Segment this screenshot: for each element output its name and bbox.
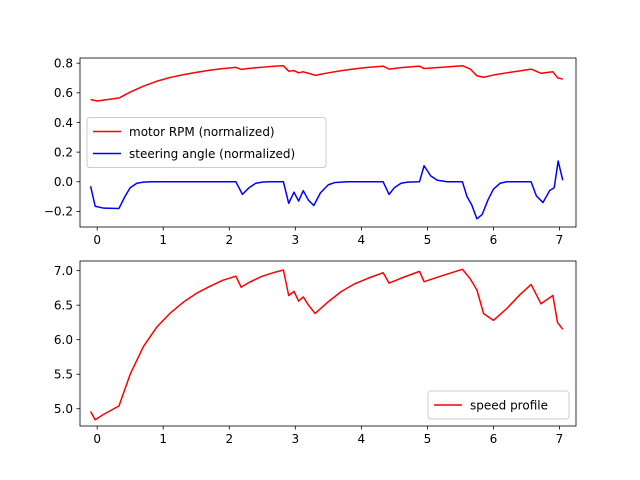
- x-tick-label-0-1: 1: [159, 233, 167, 247]
- x-tick-label-1-0: 0: [93, 432, 101, 446]
- x-tick-label-0-5: 5: [424, 233, 432, 247]
- y-tick-label-0-3: 0.4: [54, 116, 73, 130]
- y-tick-label-0-4: 0.6: [54, 86, 73, 100]
- series-line-0-0: [90, 64, 563, 102]
- y-tick-label-1-2: 6.0: [54, 333, 73, 347]
- legend-box-0: [86, 117, 327, 168]
- x-tick-label-0-6: 6: [490, 233, 498, 247]
- x-tick-label-1-2: 2: [225, 432, 233, 446]
- x-tick-label-1-6: 6: [490, 432, 498, 446]
- x-tick-label-0-4: 4: [358, 233, 366, 247]
- legend-label-1-0: speed profile: [470, 398, 548, 412]
- y-tick-label-1-1: 5.5: [54, 368, 73, 382]
- x-tick-label-1-4: 4: [358, 432, 366, 446]
- series-line-1-0: [89, 268, 564, 421]
- x-tick-label-0-7: 7: [556, 233, 564, 247]
- y-tick-label-1-4: 7.0: [54, 264, 73, 278]
- legend-label-0-1: steering angle (normalized): [129, 147, 295, 161]
- y-tick-label-1-3: 6.5: [54, 298, 73, 312]
- x-tick-label-1-1: 1: [159, 432, 167, 446]
- top-chart: 0 1 2 3 4 5 6 7 −0.2 0.0 0.2 0.4 0.6 0.8 motor RPM (no…: [44, 56, 577, 247]
- legend-label-0-0: motor RPM (normalized): [129, 125, 275, 139]
- legend-box-1: [427, 390, 570, 420]
- legend-1: speed profile: [427, 390, 570, 420]
- y-tick-label-1-0: 5.0: [54, 402, 73, 416]
- y-tick-label-0-1: 0.0: [54, 175, 73, 189]
- x-tick-label-1-5: 5: [424, 432, 432, 446]
- y-tick-label-0-2: 0.2: [54, 145, 73, 159]
- x-tick-label-0-3: 3: [291, 233, 299, 247]
- y-tick-label-0-0: −0.2: [44, 205, 73, 219]
- x-tick-label-0-0: 0: [93, 233, 101, 247]
- x-tick-label-0-2: 2: [225, 233, 233, 247]
- axes-frame-1: [79, 260, 577, 427]
- x-tick-label-1-3: 3: [291, 432, 299, 446]
- bottom-chart: 0 1 2 3 4 5 6 7 5.0 5.5 6.0 6.5 7.0 speed profile: [54, 260, 577, 446]
- y-tick-label-0-5: 0.8: [54, 56, 73, 70]
- x-tick-label-1-7: 7: [556, 432, 564, 446]
- legend-0: motor RPM (normalized) steering angle (no…: [86, 117, 327, 168]
- series-line-0-1: [89, 160, 564, 220]
- axes-frame-0: [79, 57, 577, 228]
